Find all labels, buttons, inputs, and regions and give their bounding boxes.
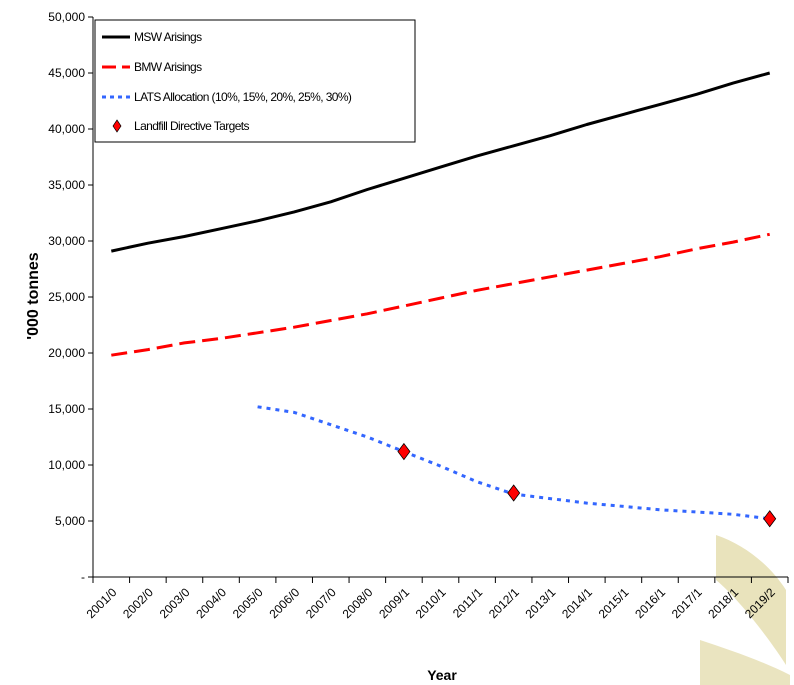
legend-item-targets: Landfill Directive Targets (112, 119, 250, 133)
y-tick-label: 15,000 (48, 402, 85, 416)
y-tick-label: 25,000 (48, 290, 85, 304)
legend-item-bmw: BMW Arisings (102, 60, 203, 74)
series-line-bmw-arisings (111, 232, 771, 357)
y-tick-label: 45,000 (48, 66, 85, 80)
y-tick-label: 5,000 (55, 514, 85, 528)
x-tick-label: 2005/0 (230, 585, 266, 621)
x-tick-label: 2004/0 (193, 585, 229, 621)
target-marker (507, 484, 521, 502)
legend-label-targets: Landfill Directive Targets (134, 119, 250, 133)
legend-label-msw: MSW Arisings (134, 30, 202, 44)
x-tick-label: 2001/0 (84, 585, 120, 621)
x-tick-label: 2016/1 (632, 585, 668, 621)
y-tick-label: 50,000 (48, 10, 85, 24)
x-tick-label: 2008/0 (340, 585, 376, 621)
x-tick-label: 2014/1 (559, 585, 595, 621)
x-tick-label: 2013/1 (523, 585, 559, 621)
x-tick-label: 2009/1 (376, 585, 412, 621)
y-tick-label: 20,000 (48, 346, 85, 360)
y-tick-label: 30,000 (48, 234, 85, 248)
y-axis-label: '000 tonnes (25, 252, 42, 339)
legend: MSW Arisings BMW Arisings LATS Allocatio… (94, 19, 416, 143)
x-tick-label: 2010/1 (413, 585, 449, 621)
x-axis-label: Year (427, 667, 457, 683)
series-layer (110, 71, 777, 528)
x-tick-label: 2017/1 (669, 585, 705, 621)
x-tick-label: 2015/1 (596, 585, 632, 621)
y-tick-label: 40,000 (48, 122, 85, 136)
x-tick-label: 2002/0 (120, 585, 156, 621)
x-tick-label: 2018/1 (705, 585, 741, 621)
y-tick-label: - (81, 570, 85, 584)
series-line-lats-allocation-10-15-20-25-30 (257, 405, 770, 521)
series-line-msw-arisings (110, 71, 771, 253)
x-tick-label: 2012/1 (486, 585, 522, 621)
y-tick-label: 10,000 (48, 458, 85, 472)
legend-label-bmw: BMW Arisings (134, 60, 202, 74)
legend-box (94, 19, 416, 143)
x-tick-label: 2006/0 (266, 585, 302, 621)
y-tick-label: 35,000 (48, 178, 85, 192)
watermark-logo (700, 535, 790, 685)
target-marker (397, 442, 411, 461)
x-tick-label: 2007/0 (303, 585, 339, 621)
legend-item-msw: MSW Arisings (102, 30, 203, 44)
x-tick-label: 2003/0 (157, 585, 193, 621)
legend-label-lats: LATS Allocation (10%, 15%, 20%, 25%, 30%… (134, 90, 352, 104)
x-tick-label: 2011/1 (450, 585, 485, 620)
legend-item-lats: LATS Allocation (10%, 15%, 20%, 25%, 30%… (102, 90, 353, 104)
target-marker (763, 510, 777, 528)
